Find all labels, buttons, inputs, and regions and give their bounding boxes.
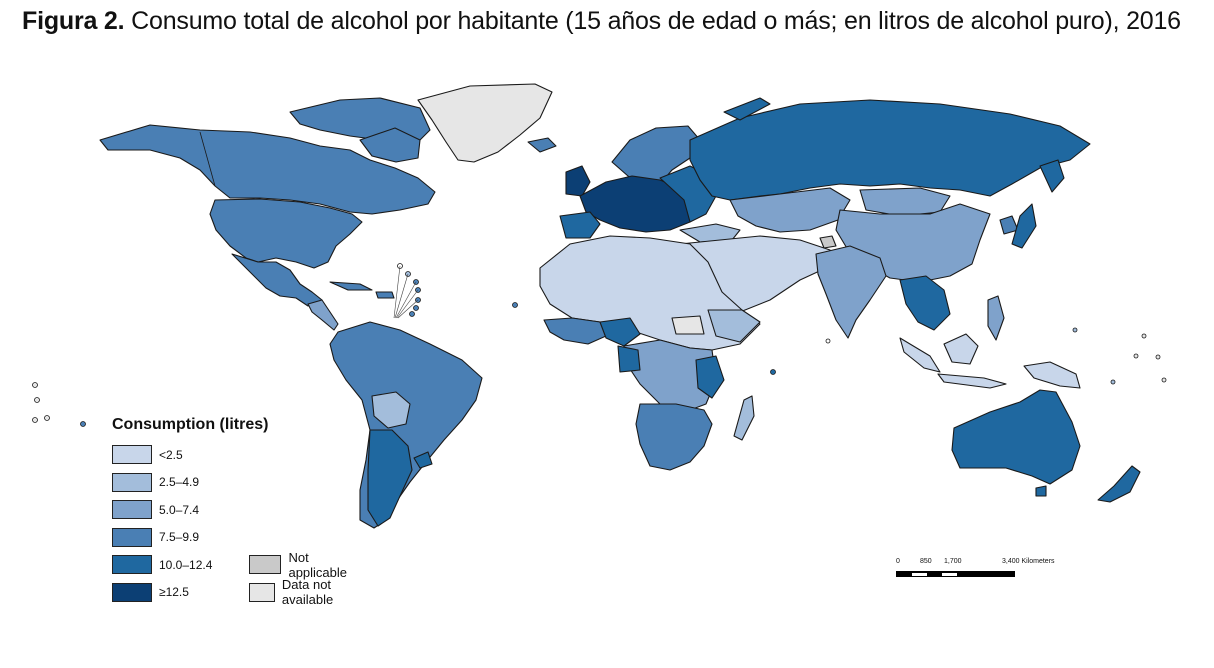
legend-item: 10.0–12.4 bbox=[112, 554, 212, 575]
legend-label: 7.5–9.9 bbox=[159, 530, 200, 544]
uruguay bbox=[413, 451, 433, 469]
small-island-markers bbox=[32, 263, 1167, 427]
central-america bbox=[307, 299, 339, 331]
tasmania bbox=[1035, 485, 1047, 497]
iberia bbox=[559, 211, 601, 239]
sudan-data-not-available bbox=[671, 315, 705, 335]
legend-item-extra: Data not available bbox=[249, 577, 347, 607]
borneo bbox=[943, 333, 979, 365]
philippines bbox=[987, 295, 1005, 341]
legend-item: 7.5–9.9 bbox=[112, 527, 199, 548]
australia bbox=[951, 389, 1081, 485]
united-states bbox=[209, 198, 363, 269]
legend-label: Data not available bbox=[281, 577, 334, 607]
legend-item: 2.5–4.9 bbox=[112, 472, 199, 493]
new-zealand bbox=[1097, 465, 1141, 503]
legend-item: ≥12.5 bbox=[112, 582, 189, 603]
uk-ireland bbox=[565, 165, 591, 197]
madagascar bbox=[733, 395, 755, 441]
legend-swatch bbox=[112, 472, 152, 492]
southeast-asia bbox=[899, 275, 951, 331]
figure-caption: Consumo total de alcohol por habitante (… bbox=[131, 7, 1181, 35]
baffin-island bbox=[359, 127, 421, 163]
bolivia-region bbox=[371, 391, 411, 429]
canada-alaska bbox=[99, 124, 436, 215]
legend-swatch bbox=[112, 527, 152, 547]
argentina-chile bbox=[367, 429, 413, 527]
caribbean-leader-lines bbox=[393, 265, 419, 319]
legend-label: 5.0–7.4 bbox=[159, 502, 200, 517]
west-africa bbox=[543, 317, 607, 345]
indonesia-west bbox=[899, 337, 941, 373]
legend-swatch bbox=[112, 445, 152, 464]
turkey-caucasus bbox=[679, 223, 741, 243]
kamchatka bbox=[1039, 159, 1065, 193]
greenland bbox=[417, 83, 553, 163]
japan bbox=[1011, 203, 1037, 249]
scale-tick-3400: 3,400 Kilometers bbox=[1002, 558, 1055, 565]
scale-bar-graphic bbox=[896, 571, 1015, 577]
scale-tick-0: 0 bbox=[896, 558, 900, 565]
legend-label: 2.5–4.9 bbox=[159, 475, 200, 489]
india bbox=[815, 245, 887, 339]
nigeria bbox=[599, 317, 641, 347]
legend-label: 10.0–12.4 bbox=[159, 557, 213, 572]
legend-title: Consumption (litres) bbox=[112, 416, 269, 433]
kazakhstan-central-asia bbox=[729, 187, 851, 233]
cuba bbox=[329, 281, 373, 291]
figure-label: Figura 2. bbox=[22, 7, 125, 35]
central-africa bbox=[623, 339, 717, 411]
legend-swatch bbox=[249, 555, 282, 574]
legend-swatch bbox=[112, 555, 152, 574]
legend-label: ≥12.5 bbox=[159, 585, 189, 599]
map-legend: Consumption (litres) <2.5 2.5–4.9 5.0–7.4 7… bbox=[112, 416, 347, 607]
novaya-zemlya bbox=[723, 97, 771, 121]
east-africa bbox=[695, 355, 725, 399]
himalaya-not-applicable bbox=[819, 235, 837, 249]
south-america bbox=[329, 321, 483, 529]
new-guinea bbox=[1023, 361, 1081, 389]
southern-africa bbox=[635, 403, 713, 471]
scale-tick-1700: 1,700 bbox=[944, 558, 962, 565]
scale-tick-850: 850 bbox=[920, 558, 932, 565]
legend-swatch bbox=[249, 582, 275, 602]
gabon-congo bbox=[617, 345, 641, 373]
horn-of-africa bbox=[707, 309, 761, 343]
scale-bar: 0 850 1,700 3,400 Kilometers bbox=[896, 558, 1071, 582]
hispaniola bbox=[375, 291, 395, 299]
legend-label: <2.5 bbox=[159, 447, 183, 462]
legend-item: <2.5 bbox=[112, 444, 183, 465]
legend-item: 5.0–7.4 bbox=[112, 499, 199, 520]
java-islands bbox=[937, 373, 1007, 389]
legend-swatch bbox=[112, 500, 152, 519]
legend-label: Not applicable bbox=[288, 549, 348, 580]
figure-title: Figura 2. Consumo total de alcohol por h… bbox=[22, 4, 1192, 38]
legend-swatch bbox=[112, 582, 152, 602]
legend-item-extra: Not applicable bbox=[249, 550, 355, 580]
iceland bbox=[527, 137, 557, 153]
